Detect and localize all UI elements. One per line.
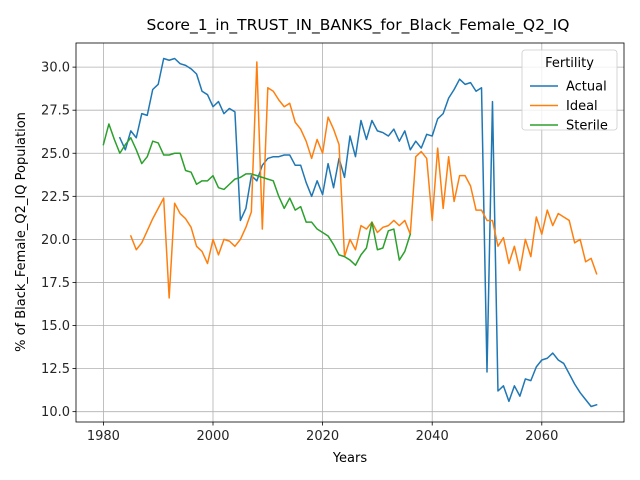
legend-label-ideal: Ideal	[566, 99, 598, 114]
legend: Fertility Actual Ideal Sterile	[522, 50, 617, 134]
y-tick-label: 10.0	[41, 405, 70, 420]
y-tick-label: 12.5	[41, 362, 70, 377]
y-tick-label: 27.5	[41, 104, 70, 119]
x-tick-label: 2020	[306, 429, 339, 444]
y-tick-label: 22.5	[41, 190, 70, 205]
legend-label-sterile: Sterile	[566, 119, 608, 134]
y-tick-label: 20.0	[41, 233, 70, 248]
x-tick-label: 2000	[196, 429, 229, 444]
y-tick-label: 17.5	[41, 276, 70, 291]
y-tick-label: 30.0	[41, 61, 70, 76]
y-axis-label: % of Black_Female_Q2_IQ Population	[14, 112, 29, 352]
x-tick-label: 1980	[87, 429, 120, 444]
legend-title: Fertility	[545, 56, 594, 71]
x-axis-label: Years	[332, 451, 368, 466]
legend-label-actual: Actual	[566, 80, 607, 95]
y-tick-label: 25.0	[41, 147, 70, 162]
y-tick-label: 15.0	[41, 319, 70, 334]
x-tick-label: 2060	[525, 429, 558, 444]
axis-ticks: 1980 2000 2020 2040 2060 10.0 12.5 15.0 17.5 20.0…	[41, 61, 558, 444]
series-line-sterile	[103, 124, 410, 265]
chart-title: Score_1_in_TRUST_IN_BANKS_for_Black_Fema…	[147, 16, 570, 35]
x-tick-label: 2040	[416, 429, 449, 444]
